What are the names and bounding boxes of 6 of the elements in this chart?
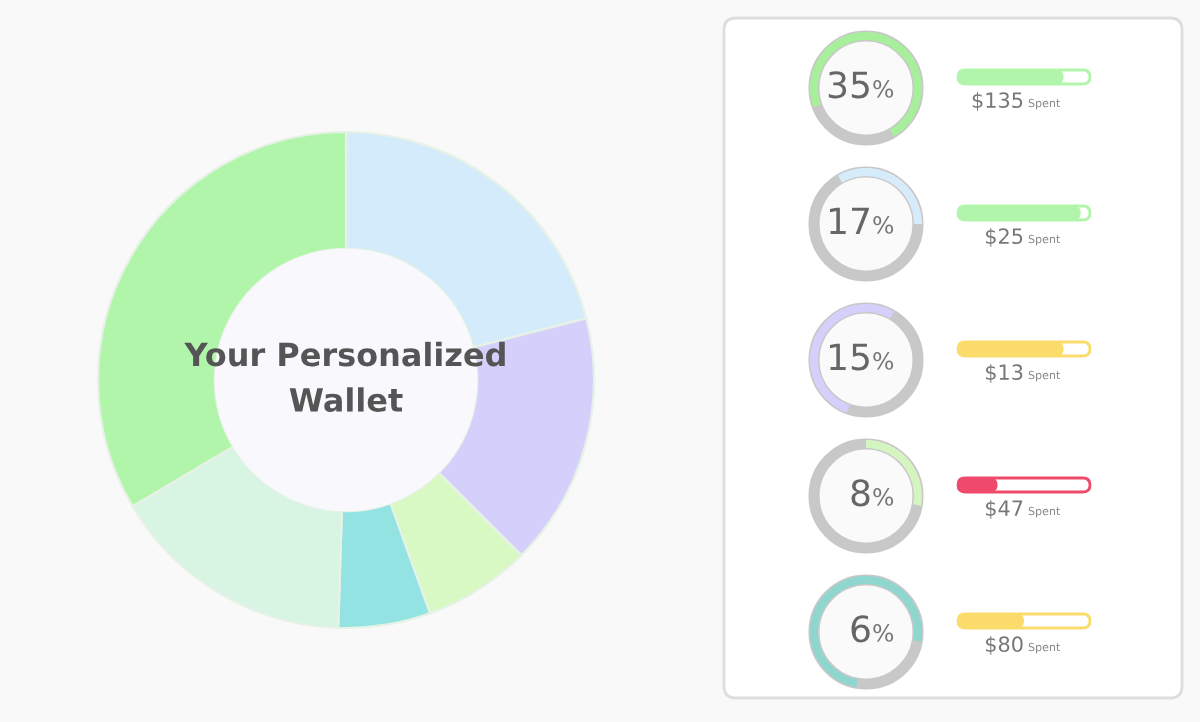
text: 15% [830, 343, 894, 371]
text: 8% [851, 479, 894, 507]
text: 6% [851, 615, 894, 643]
text: 35% [828, 71, 894, 99]
text: Your Personalized Wallet [184, 341, 505, 413]
text: 17% [830, 207, 894, 234]
